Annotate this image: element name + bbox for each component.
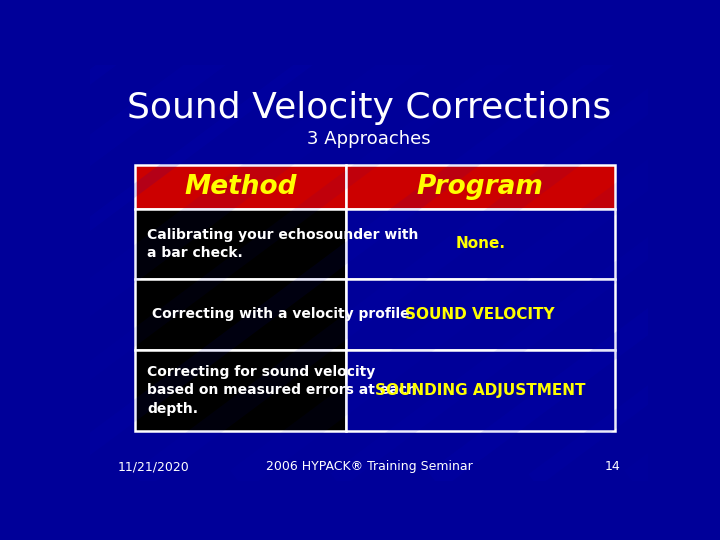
Text: SOUND VELOCITY: SOUND VELOCITY <box>405 307 555 322</box>
Bar <box>346 208 615 279</box>
Bar <box>135 208 346 279</box>
Bar <box>346 279 615 349</box>
Bar <box>135 349 346 431</box>
Text: 14: 14 <box>604 461 620 474</box>
Text: None.: None. <box>455 237 505 251</box>
Text: 3 Approaches: 3 Approaches <box>307 130 431 148</box>
Text: Sound Velocity Corrections: Sound Velocity Corrections <box>127 91 611 125</box>
Text: Method: Method <box>184 173 297 200</box>
Text: Correcting with a velocity profile: Correcting with a velocity profile <box>147 307 410 321</box>
Bar <box>135 279 346 349</box>
Bar <box>135 165 346 208</box>
Bar <box>346 349 615 431</box>
Text: 11/21/2020: 11/21/2020 <box>118 461 189 474</box>
Text: Program: Program <box>417 173 544 200</box>
Text: Calibrating your echosounder with
a bar check.: Calibrating your echosounder with a bar … <box>147 227 418 260</box>
Text: Correcting for sound velocity
based on measured errors at each
depth.: Correcting for sound velocity based on m… <box>147 364 417 415</box>
Text: 2006 HYPACK® Training Seminar: 2006 HYPACK® Training Seminar <box>266 461 472 474</box>
Text: SOUNDING ADJUSTMENT: SOUNDING ADJUSTMENT <box>375 383 585 397</box>
Bar <box>346 165 615 208</box>
